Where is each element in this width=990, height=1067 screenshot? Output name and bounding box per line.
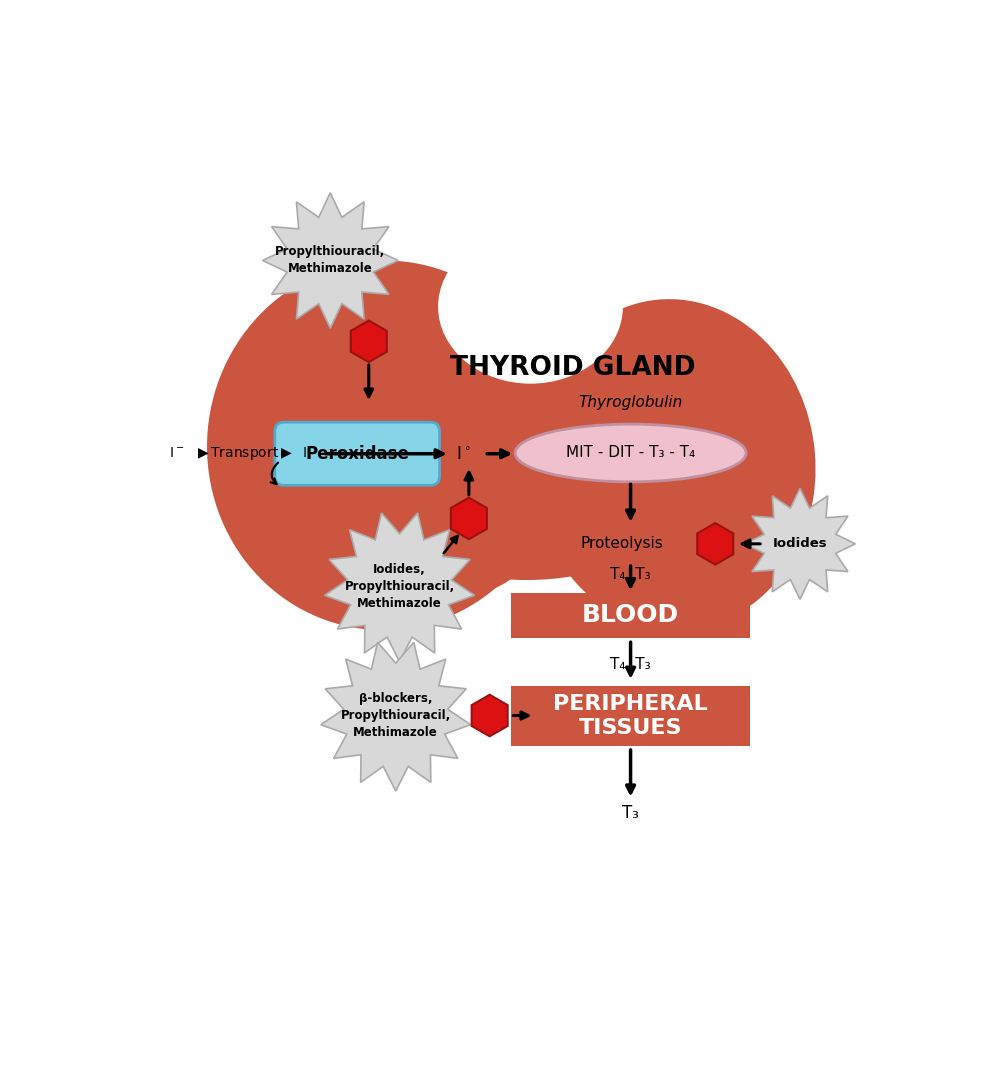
Text: MIT - DIT - T₃ - T₄: MIT - DIT - T₃ - T₄ bbox=[566, 446, 695, 461]
Text: Peroxidase: Peroxidase bbox=[305, 445, 409, 463]
Text: Propylthiouracil,
Methimazole: Propylthiouracil, Methimazole bbox=[275, 245, 385, 275]
FancyBboxPatch shape bbox=[275, 423, 440, 485]
Ellipse shape bbox=[515, 424, 746, 482]
Polygon shape bbox=[471, 695, 508, 736]
Polygon shape bbox=[325, 513, 474, 662]
Text: Iodides: Iodides bbox=[772, 538, 828, 551]
Text: BLOOD: BLOOD bbox=[582, 604, 679, 627]
Ellipse shape bbox=[404, 473, 649, 580]
Polygon shape bbox=[350, 320, 387, 362]
Ellipse shape bbox=[439, 229, 623, 384]
Ellipse shape bbox=[531, 299, 816, 630]
Text: T₄, T₃: T₄, T₃ bbox=[610, 657, 650, 672]
Text: Iodides,
Propylthiouracil,
Methimazole: Iodides, Propylthiouracil, Methimazole bbox=[345, 562, 454, 609]
Ellipse shape bbox=[261, 492, 531, 607]
Text: Proteolysis: Proteolysis bbox=[580, 537, 663, 552]
Text: T₃: T₃ bbox=[622, 803, 639, 822]
Text: T₄, T₃: T₄, T₃ bbox=[610, 567, 650, 582]
Text: PERIPHERAL
TISSUES: PERIPHERAL TISSUES bbox=[553, 694, 708, 737]
Text: THYROID GLAND: THYROID GLAND bbox=[450, 355, 696, 381]
FancyBboxPatch shape bbox=[511, 593, 750, 638]
Text: I$^\circ$: I$^\circ$ bbox=[455, 445, 470, 463]
Polygon shape bbox=[321, 642, 470, 791]
Text: β-blockers,
Propylthiouracil,
Methimazole: β-blockers, Propylthiouracil, Methimazol… bbox=[341, 692, 450, 739]
Ellipse shape bbox=[207, 260, 561, 630]
FancyBboxPatch shape bbox=[511, 685, 750, 746]
Polygon shape bbox=[262, 193, 398, 329]
Polygon shape bbox=[697, 523, 734, 564]
Polygon shape bbox=[450, 497, 487, 539]
Text: Thyroglobulin: Thyroglobulin bbox=[578, 396, 683, 411]
Polygon shape bbox=[744, 489, 855, 600]
Text: I$^-$  $\blacktriangleright$Transport$\blacktriangleright$  I$^-$: I$^-$ $\blacktriangleright$Transport$\bl… bbox=[168, 445, 318, 462]
